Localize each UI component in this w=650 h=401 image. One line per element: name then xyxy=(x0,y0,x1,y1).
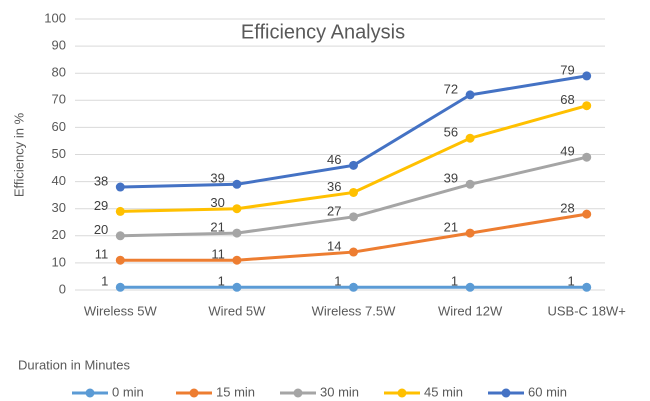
data-label: 1 xyxy=(101,274,108,289)
data-label: 1 xyxy=(451,274,458,289)
data-label: 14 xyxy=(327,238,341,253)
data-point xyxy=(232,179,242,189)
x-tick-label: Wired 5W xyxy=(208,303,266,318)
legend-marker xyxy=(85,388,95,398)
series-line xyxy=(120,74,587,189)
data-label: 21 xyxy=(210,220,224,235)
data-point xyxy=(115,255,125,265)
legend-marker xyxy=(189,388,199,398)
data-point xyxy=(115,206,125,216)
x-tick-label: Wireless 5W xyxy=(84,303,158,318)
data-label: 39 xyxy=(210,171,224,186)
data-point xyxy=(115,182,125,192)
data-point xyxy=(232,204,242,214)
data-point xyxy=(465,133,475,143)
data-point xyxy=(465,228,475,238)
data-point xyxy=(582,152,592,162)
data-label: 28 xyxy=(560,201,574,216)
y-axis-label: Efficiency in % xyxy=(11,112,26,197)
data-label: 1 xyxy=(218,274,225,289)
legend-label: 0 min xyxy=(112,384,144,399)
data-point xyxy=(115,231,125,241)
x-tick-label: Wired 12W xyxy=(438,303,503,318)
data-label: 36 xyxy=(327,179,341,194)
legend-marker xyxy=(293,388,303,398)
x-tick-label: USB-C 18W+ xyxy=(548,303,626,318)
data-label: 21 xyxy=(444,220,458,235)
data-point xyxy=(232,255,242,265)
data-label: 1 xyxy=(334,274,341,289)
data-label: 46 xyxy=(327,152,341,167)
data-point xyxy=(349,187,358,197)
data-point xyxy=(349,212,358,222)
data-label: 79 xyxy=(560,62,574,77)
x-tick-label: Wireless 7.5W xyxy=(312,303,397,318)
data-label: 20 xyxy=(94,222,108,237)
data-point xyxy=(232,282,242,292)
legend-label: 30 min xyxy=(320,384,359,399)
data-point xyxy=(349,282,358,292)
y-tick-label: 40 xyxy=(52,173,66,188)
y-tick-label: 70 xyxy=(52,92,66,107)
data-label: 1 xyxy=(567,274,574,289)
data-point xyxy=(582,71,592,81)
data-label: 49 xyxy=(560,144,574,159)
data-point xyxy=(465,90,475,100)
y-tick-label: 10 xyxy=(52,254,66,269)
data-point xyxy=(582,282,592,292)
y-tick-label: 60 xyxy=(52,119,66,134)
y-tick-label: 80 xyxy=(52,65,66,80)
y-tick-label: 0 xyxy=(59,281,66,296)
data-label: 68 xyxy=(560,92,574,107)
data-label: 39 xyxy=(444,171,458,186)
data-label: 29 xyxy=(94,198,108,213)
legend-label: 60 min xyxy=(528,384,567,399)
y-tick-label: 30 xyxy=(52,200,66,215)
data-label: 30 xyxy=(210,195,224,210)
y-tick-label: 100 xyxy=(44,10,66,25)
legend-marker xyxy=(501,388,511,398)
y-tick-label: 50 xyxy=(52,146,66,161)
data-point xyxy=(582,101,592,111)
data-label: 27 xyxy=(327,203,341,218)
y-tick-label: 90 xyxy=(52,38,66,53)
data-point xyxy=(465,282,475,292)
y-tick-label: 20 xyxy=(52,227,66,242)
data-label: 72 xyxy=(444,81,458,96)
legend-title: Duration in Minutes xyxy=(18,357,130,372)
data-point xyxy=(582,209,592,219)
legend-label: 45 min xyxy=(424,384,463,399)
data-point xyxy=(465,179,475,189)
chart-title: Efficiency Analysis xyxy=(241,21,405,43)
data-point xyxy=(232,228,242,238)
data-label: 11 xyxy=(211,247,225,262)
legend-marker xyxy=(397,388,407,398)
legend-label: 15 min xyxy=(216,384,255,399)
data-label: 11 xyxy=(95,247,109,262)
data-label: 38 xyxy=(94,173,108,188)
data-point xyxy=(349,247,358,257)
data-point xyxy=(349,160,358,170)
data-label: 56 xyxy=(444,125,458,140)
data-point xyxy=(115,282,125,292)
